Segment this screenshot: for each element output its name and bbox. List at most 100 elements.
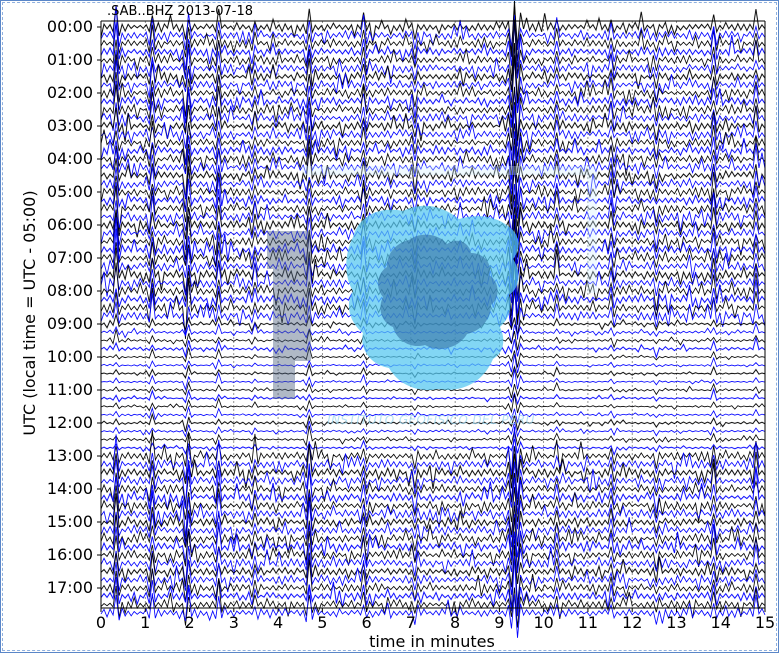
seismic-trace-line [100,420,766,438]
y-tick-label: 00:00 [47,17,93,36]
y-tick-label: 07:00 [47,248,93,267]
y-tick-label: 12:00 [47,413,93,432]
seismic-trace-shadow [100,146,766,202]
seismic-trace-line [100,104,766,163]
seismic-trace-line [100,500,766,548]
seismic-trace-line [100,55,766,117]
x-tick-label: 6 [362,613,372,632]
x-tick-label: 10 [533,613,553,632]
seismic-trace-shadow [100,411,766,433]
seismic-trace-shadow [100,131,766,180]
x-tick-label: 5 [317,613,327,632]
seismic-trace-line [100,5,766,53]
seismic-trace-line [100,120,766,165]
seismic-trace-line [100,463,766,515]
x-tick-label: 15 [755,613,775,632]
seismic-trace-line [100,136,766,176]
seismic-trace-line [100,438,766,456]
x-tick-label: 8 [450,613,460,632]
seismic-trace-line [100,462,766,506]
seismic-trace-line [100,412,766,432]
y-tick-label: 14:00 [47,479,93,498]
seismic-trace-shadow [100,386,766,407]
x-tick-label: 7 [406,613,416,632]
seismic-trace-shadow [100,550,766,588]
y-tick-label: 04:00 [47,149,93,168]
watermark-inner-map-shape [378,234,498,349]
x-tick-label: 1 [140,613,150,632]
seismic-trace-line [100,381,766,398]
seismic-trace-shadow [100,438,766,457]
x-tick-label: 13 [666,613,686,632]
seismic-trace-line [100,425,766,448]
seismic-trace-line [100,102,766,142]
seismic-trace-line [100,22,766,71]
x-tick-label: 14 [711,613,731,632]
x-tick-label: 9 [494,613,504,632]
seismic-trace-line [100,584,766,638]
axes: 00:00 01:00 02:00 03:00 04:00 05:00 06:00 07:00… [47,17,775,632]
y-tick-label: 10:00 [47,347,93,366]
seismic-trace-line [100,555,766,617]
seismic-trace-line [100,550,766,588]
chart-title: .SAB..BHZ 2013-07-18 [107,4,253,19]
seismic-trace-line [100,514,766,571]
seismic-trace-shadow [100,42,766,101]
seismic-trace-line [100,176,766,219]
seismic-trace-line [100,430,766,480]
seismic-trace-line [100,493,766,547]
x-tick-label: 2 [184,613,194,632]
seismic-trace-shadow [100,555,766,617]
y-tick-label: 05:00 [47,182,93,201]
watermark-letter-shape [267,231,311,399]
y-tick-label: 13:00 [47,446,93,465]
seismic-trace-line [100,1,766,62]
seismic-trace-line [100,578,766,628]
seismic-trace-line [100,19,766,81]
y-tick-label: 11:00 [47,380,93,399]
y-tick-label: 16:00 [47,545,93,564]
y-axis-label: UTC (local time = UTC - 05:00) [20,190,39,435]
seismic-trace-line [100,145,766,205]
watermark: INSTITUTO GEOFISICO DEL PERU [267,166,597,427]
x-axis-label: time in minutes [369,632,495,651]
seismic-trace-shadow [100,102,766,142]
seismic-trace-line [100,387,766,406]
seismic-trace-line [100,530,766,571]
seismic-trace-line [100,485,766,523]
seismic-trace-line [100,46,766,93]
x-tick-label: 0 [96,613,106,632]
seismic-trace-line [100,393,766,414]
y-tick-label: 08:00 [47,281,93,300]
seismic-trace-line [100,553,766,604]
seismic-trace-shadow [100,443,766,490]
seismic-trace-line [100,459,766,507]
seismic-trace-shadow [100,522,766,566]
seismic-trace-line [100,162,766,214]
seismic-trace-line [100,131,766,180]
watermark-text: INSTITUTO GEOFISICO DEL PERU [327,413,535,427]
seismic-trace-line [100,146,766,202]
seismic-trace-line [100,522,766,566]
seismic-trace-shadow [100,22,766,71]
y-tick-label: 02:00 [47,83,93,102]
seismic-trace-shadow [100,80,766,125]
seismic-trace-line [100,86,766,147]
x-tick-label: 3 [229,613,239,632]
seismic-trace-line [100,405,766,423]
seismic-trace-line [100,544,766,611]
seismic-trace-line [100,443,766,489]
x-tick-label: 12 [622,613,642,632]
x-tick-label: 4 [273,613,283,632]
seismic-trace-shadow [100,463,766,515]
y-tick-label: 06:00 [47,215,93,234]
y-tick-label: 03:00 [47,116,93,135]
seismic-trace-shadow [100,493,766,547]
seismic-trace-line [100,426,766,480]
y-tick-label: 17:00 [47,578,93,597]
seismic-trace-line [100,43,766,101]
seismic-trace-shadow [100,5,766,53]
y-tick-label: 09:00 [47,314,93,333]
